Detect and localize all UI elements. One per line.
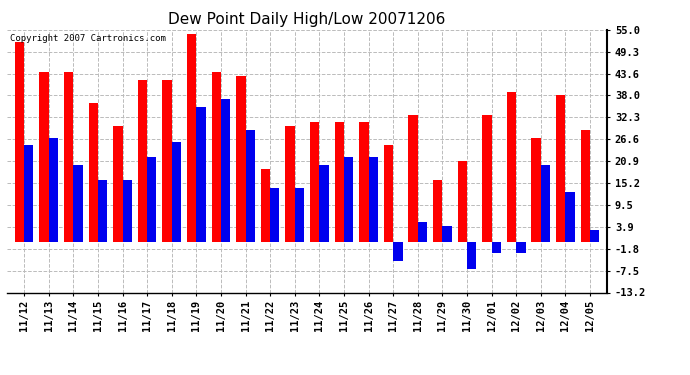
Bar [39,72,49,242]
Bar [442,226,452,242]
Bar [491,242,501,253]
Bar [310,122,319,242]
Bar [73,165,83,242]
Bar [261,169,270,242]
Bar [295,188,304,242]
Bar [408,115,417,242]
Title: Dew Point Daily High/Low 20071206: Dew Point Daily High/Low 20071206 [168,12,446,27]
Bar [335,122,344,242]
Bar [590,230,600,242]
Bar [507,92,516,242]
Bar [138,80,147,242]
Bar [64,72,73,242]
Bar [246,130,255,242]
Bar [359,122,368,242]
Bar [556,95,565,242]
Bar [187,34,197,242]
Bar [384,146,393,242]
Bar [531,138,541,242]
Bar [98,180,107,242]
Bar [368,157,378,242]
Bar [516,242,526,253]
Bar [49,138,58,242]
Bar [344,157,353,242]
Bar [433,180,442,242]
Bar [319,165,328,242]
Bar [393,242,402,261]
Bar [162,80,172,242]
Bar [467,242,476,268]
Bar [457,161,467,242]
Bar [123,180,132,242]
Bar [172,142,181,242]
Bar [14,42,24,242]
Bar [270,188,279,242]
Bar [286,126,295,242]
Bar [236,76,246,242]
Bar [197,107,206,242]
Bar [88,103,98,242]
Bar [417,222,427,242]
Text: Copyright 2007 Cartronics.com: Copyright 2007 Cartronics.com [10,34,166,43]
Bar [221,99,230,242]
Bar [113,126,123,242]
Bar [541,165,550,242]
Bar [212,72,221,242]
Bar [147,157,157,242]
Bar [482,115,491,242]
Bar [565,192,575,242]
Bar [24,146,34,242]
Bar [580,130,590,242]
